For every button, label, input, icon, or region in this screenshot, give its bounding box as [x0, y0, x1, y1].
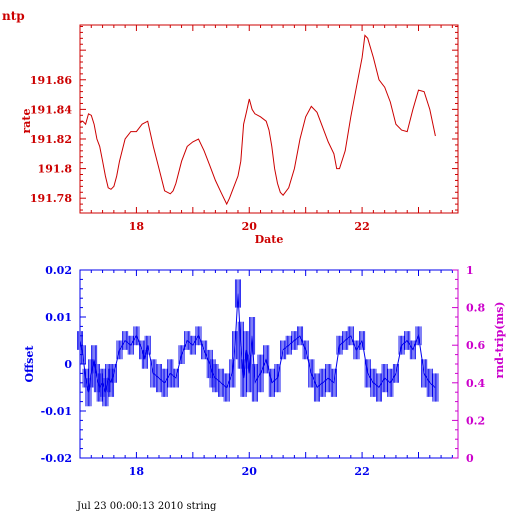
rate-y-tick-label: 191.82 — [30, 133, 72, 146]
offset-tick-labels: 18 20 22 -0.02 -0.01 0 0.01 0.02 0 0.2 0.4 0.6 0.8 1 — [41, 264, 486, 478]
offset-series — [77, 279, 439, 407]
roundtrip-y-tick-label: 0.8 — [466, 302, 485, 315]
offset-x-tick-label: 18 — [129, 465, 145, 478]
rate-plot-frame — [79, 24, 459, 214]
rate-tick-marks — [79, 25, 458, 213]
rate-y-tick-label: 191.78 — [30, 192, 72, 205]
rate-y-tick-label: 191.86 — [30, 74, 72, 87]
roundtrip-y-axis-label: rnd-trip(ms) — [493, 301, 506, 378]
offset-y-tick-label: -0.01 — [41, 405, 72, 418]
rate-x-tick-label: 22 — [354, 220, 369, 233]
rate-tick-labels: 18 20 22 191.78 191.8 191.82 191.84 191.86 — [30, 74, 370, 233]
page-title: ntp — [2, 9, 25, 23]
offset-y-tick-label: -0.02 — [41, 452, 72, 465]
offset-y-tick-label: 0 — [64, 358, 72, 371]
offset-y-tick-label: 0.01 — [45, 311, 72, 324]
roundtrip-y-tick-label: 0.4 — [466, 377, 485, 390]
offset-x-tick-label: 22 — [354, 465, 369, 478]
roundtrip-y-tick-label: 0 — [466, 452, 474, 465]
offset-tick-marks — [79, 269, 458, 459]
offset-y-axis-label: Offset — [23, 345, 36, 383]
rate-x-tick-label: 20 — [242, 220, 258, 233]
offset-x-tick-label: 20 — [242, 465, 258, 478]
roundtrip-y-tick-label: 1 — [466, 264, 474, 277]
rate-series-line — [79, 34, 436, 206]
offset-chart: 18 20 22-0.02-0.0100.010.0200.20.40.60.81 … — [23, 264, 506, 478]
offset-series-line — [79, 293, 436, 393]
rate-y-tick-label: 191.8 — [38, 163, 73, 176]
rate-x-axis-label: Date — [255, 233, 284, 246]
rate-y-tick-label: 191.84 — [30, 103, 72, 116]
footer-timestamp: Jul 23 00:00:13 2010 string — [76, 501, 217, 512]
rate-y-axis-label: rate — [20, 108, 33, 133]
roundtrip-y-tick-label: 0.6 — [466, 339, 485, 352]
rate-chart: 18 20 22 191.78 191.8 191.82 191.84 191.86 rate… — [20, 24, 459, 246]
roundtrip-y-tick-label: 0.2 — [466, 414, 485, 427]
offset-y-tick-label: 0.02 — [45, 264, 72, 277]
rate-x-tick-label: 18 — [129, 220, 145, 233]
